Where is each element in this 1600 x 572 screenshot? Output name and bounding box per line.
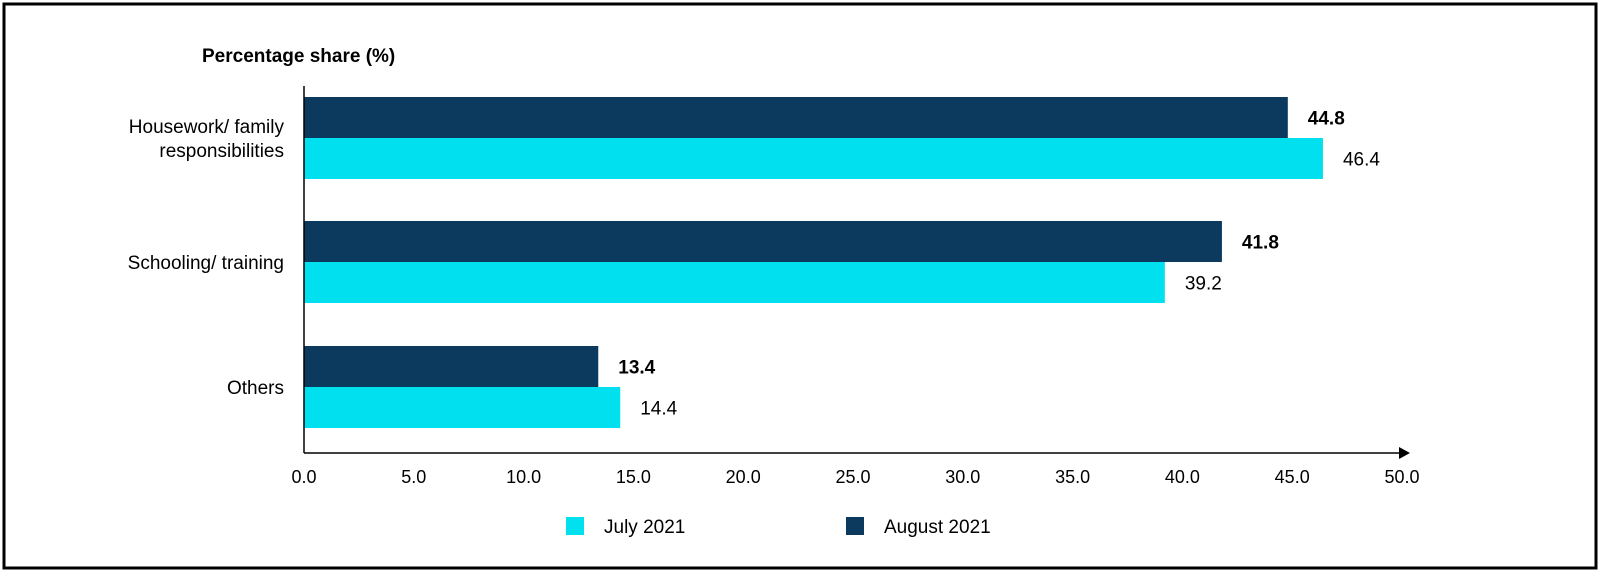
x-tick-label: 35.0 <box>1055 467 1090 487</box>
data-label-july-0: 46.4 <box>1343 150 1380 171</box>
x-tick-label: 15.0 <box>616 467 651 487</box>
bar-july-2 <box>304 387 621 428</box>
x-tick-label: 25.0 <box>835 467 870 487</box>
bar-july-0 <box>304 138 1323 179</box>
data-label-july-1: 39.2 <box>1185 274 1222 295</box>
bar-july-1 <box>304 262 1165 303</box>
category-label-1: Schooling/ training <box>128 253 284 274</box>
x-tick-label: 20.0 <box>726 467 761 487</box>
data-label-july-2: 14.4 <box>640 399 677 420</box>
data-label-august-0: 44.8 <box>1308 109 1345 130</box>
category-label-0: responsibilities <box>159 141 284 162</box>
data-labels-group: 44.8 46.4 41.8 39.2 13.4 14.4 <box>618 109 1380 420</box>
category-labels-group: Housework/ family responsibilities Schooli… <box>128 117 285 399</box>
axis-title: Percentage share (%) <box>202 46 395 67</box>
x-tick-label: 50.0 <box>1384 467 1419 487</box>
x-tick-label: 5.0 <box>401 467 426 487</box>
category-label-0: Housework/ family <box>129 117 285 138</box>
bar-august-2 <box>304 346 599 387</box>
bars-group <box>304 97 1323 428</box>
bar-august-1 <box>304 221 1222 262</box>
category-label-2: Others <box>227 378 284 399</box>
data-label-august-2: 13.4 <box>618 358 655 379</box>
x-tick-label: 10.0 <box>506 467 541 487</box>
x-axis-arrowhead <box>1399 447 1410 459</box>
data-label-august-1: 41.8 <box>1242 233 1279 254</box>
bar-august-0 <box>304 97 1288 138</box>
legend-swatch-july <box>566 517 584 535</box>
x-tick-label: 0.0 <box>291 467 316 487</box>
legend-label-august: August 2021 <box>884 517 991 538</box>
x-tick-label: 30.0 <box>945 467 980 487</box>
x-tick-labels-group: 0.0 5.0 10.0 15.0 20.0 25.0 30.0 35.0 40.0 45.0 50… <box>291 467 1419 487</box>
legend-swatch-august <box>846 517 864 535</box>
x-tick-label: 45.0 <box>1275 467 1310 487</box>
x-tick-label: 40.0 <box>1165 467 1200 487</box>
legend-label-july: July 2021 <box>604 517 685 538</box>
legend: July 2021 August 2021 <box>566 517 991 538</box>
